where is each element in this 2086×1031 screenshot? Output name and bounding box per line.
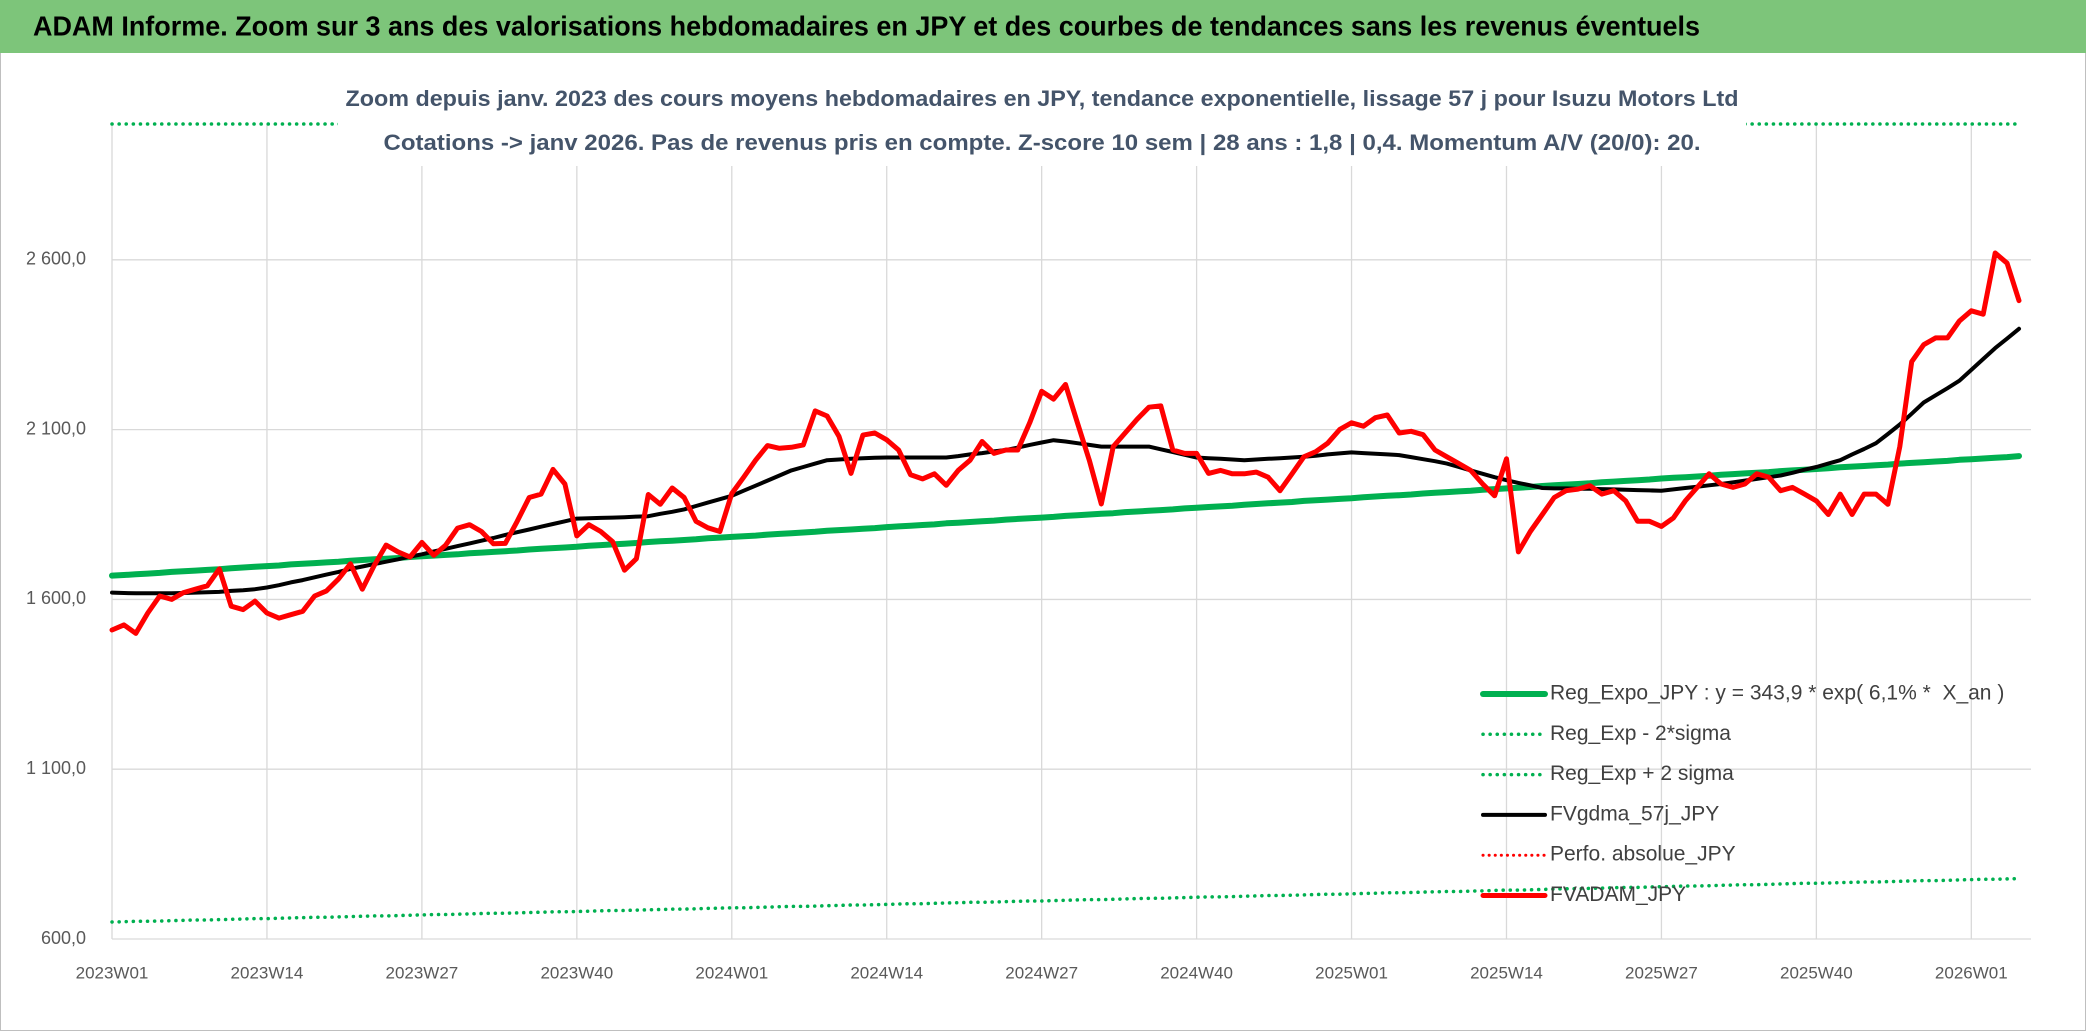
legend-label: FVgdma_57j_JPY: [1550, 802, 1719, 825]
chart-title: ADAM Informe. Zoom sur 3 ans des valoris…: [33, 10, 1700, 41]
subtitle-box: [338, 78, 1746, 166]
legend: Reg_Expo_JPY : y = 343,9 * exp( 6,1% * X…: [1480, 682, 2004, 906]
subtitle: Cotations -> janv 2026. Pas de revenus p…: [384, 130, 1701, 155]
y-tick-label: 2 100,0: [26, 418, 86, 438]
y-tick-label: 2 600,0: [26, 249, 86, 269]
x-tick-label: 2025W14: [1470, 963, 1543, 982]
legend-label: Reg_Exp + 2 sigma: [1550, 762, 1734, 785]
x-tick-label: 2025W40: [1780, 963, 1853, 982]
y-tick-label: 1 600,0: [26, 588, 86, 608]
x-tick-label: 2024W14: [850, 963, 923, 982]
x-tick-label: 2023W27: [385, 963, 458, 982]
x-tick-label: 2023W40: [540, 963, 613, 982]
x-tick-label: 2026W01: [1935, 963, 2008, 982]
x-tick-label: 2025W27: [1625, 963, 1698, 982]
x-tick-label: 2025W01: [1315, 963, 1388, 982]
y-tick-label: 600,0: [41, 928, 86, 948]
axes: 600,0 1 100,0 1 600,0 2 100,0 2 600,0 2023W01…: [26, 124, 2031, 982]
series-line: [109, 250, 2022, 636]
legend-label: FVADAM_JPY: [1550, 883, 1686, 906]
legend-label: Reg_Expo_JPY : y = 343,9 * exp( 6,1% * X…: [1550, 682, 2004, 705]
title-bar: [0, 0, 2086, 53]
x-tick-label: 2024W27: [1005, 963, 1078, 982]
y-tick-label: 1 100,0: [26, 758, 86, 778]
subtitle: Zoom depuis janv. 2023 des cours moyens …: [346, 86, 1739, 111]
x-tick-label: 2024W01: [695, 963, 768, 982]
legend-label: Perfo. absolue_JPY: [1550, 843, 1736, 866]
x-tick-label: 2023W14: [231, 963, 304, 982]
series-line: [110, 876, 2021, 924]
series-line: [109, 453, 2022, 579]
x-tick-label: 2024W40: [1160, 963, 1233, 982]
legend-label: Reg_Exp - 2*sigma: [1550, 722, 1731, 745]
x-tick-label: 2023W01: [76, 963, 149, 982]
